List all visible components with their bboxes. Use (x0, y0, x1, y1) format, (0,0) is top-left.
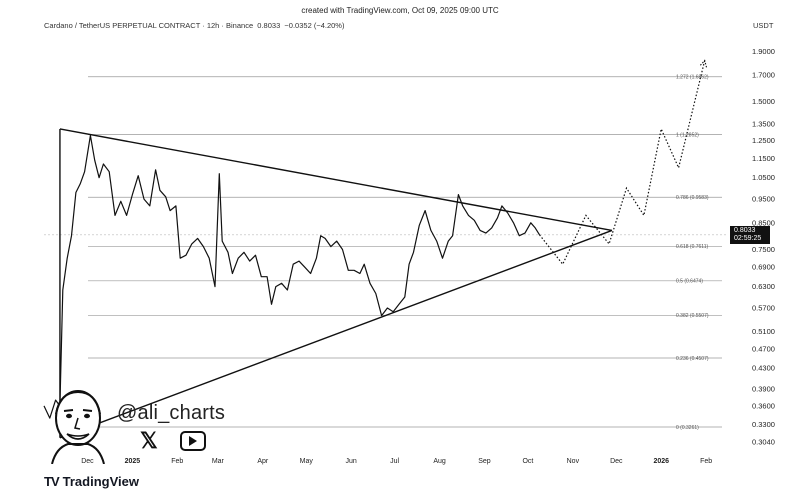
fib-label: 0.236 (0.4507) (676, 356, 709, 362)
x-tick-label: May (300, 458, 314, 465)
tradingview-wordmark: TradingView (62, 474, 139, 489)
x-tick-label: Apr (257, 458, 269, 465)
tradingview-mark-icon: TV (44, 474, 60, 489)
y-axis: 1.9000 1.7000 1.5000 1.3500 1.2500 1.1500 1.05… (752, 47, 775, 447)
x-tick-label: Dec (81, 458, 94, 465)
fib-label: 0.786 (0.9583) (676, 195, 709, 201)
projection-line (539, 60, 706, 266)
last-price: 0.8033 (257, 21, 281, 30)
x-tick-label: Aug (433, 458, 446, 465)
y-tick-label: 1.7000 (752, 71, 775, 80)
symbol-name: Cardano / TetherUS PERPETUAL CONTRACT · … (44, 21, 254, 30)
projection-arrowhead (699, 59, 708, 68)
play-icon[interactable] (179, 431, 206, 451)
y-tick-label: 0.7500 (752, 245, 775, 254)
triangle-upper-line (59, 128, 613, 232)
x-tick-label: Jun (346, 458, 357, 465)
y-tick-label: 1.5000 (752, 97, 775, 106)
y-tick-label: 1.1500 (752, 154, 775, 163)
fib-label: 0.5 (0.6474) (676, 279, 703, 285)
price-tag-value: 0.8033 (734, 227, 756, 234)
y-tick-label: 1.0500 (752, 173, 775, 182)
author-handle[interactable]: @ali_charts (117, 402, 226, 424)
fib-label: 1 (1.2852) (676, 132, 699, 138)
price-series (43, 134, 541, 419)
y-tick-label: 1.2500 (752, 136, 775, 145)
price-line (43, 134, 541, 419)
x-tick-label: Jul (390, 458, 399, 465)
triangle-pattern (59, 128, 613, 439)
price-change: −0.0352 (−4.20%) (284, 21, 345, 30)
created-caption: created with TradingView.com, Oct 09, 20… (301, 6, 499, 15)
y-tick-label: 1.9000 (752, 47, 775, 56)
fib-label: 0.618 (0.7611) (676, 244, 708, 250)
x-tick-label: Dec (610, 458, 623, 465)
y-tick-label: 0.5100 (752, 327, 775, 336)
x-tick-label: Sep (478, 458, 491, 465)
fib-label: 1.272 (1.6862) (676, 75, 709, 81)
y-tick-label: 0.6900 (752, 263, 775, 272)
avatar-icon (51, 390, 105, 464)
y-tick-label: 0.3900 (752, 384, 775, 393)
projection-path (539, 59, 708, 266)
x-tick-label: 2026 (653, 458, 669, 465)
fib-levels: 1.272 (1.6862) 1 (1.2852) 0.786 (0.9583) 0.… (44, 75, 728, 431)
y-tick-label: 0.6300 (752, 282, 775, 291)
x-icon[interactable]: 𝕏 (140, 428, 158, 453)
current-price-tag: 0.8033 02:59:25 (730, 226, 770, 244)
chart-frame (12, 2, 788, 498)
price-tag-countdown: 02:59:25 (734, 235, 762, 242)
fib-label: 0.382 (0.5507) (676, 313, 709, 319)
y-tick-label: 0.3040 (752, 437, 775, 446)
x-tick-label: Mar (212, 458, 225, 465)
y-tick-label: 0.5700 (752, 303, 775, 312)
y-tick-label: 0.3600 (752, 401, 775, 410)
y-tick-label: 1.3500 (752, 120, 775, 129)
y-tick-label: 0.9500 (752, 195, 775, 204)
y-tick-label: 0.3300 (752, 420, 775, 429)
x-tick-label: 2025 (125, 458, 141, 465)
y-tick-label: 0.8500 (752, 218, 775, 227)
tradingview-logo[interactable]: TV TradingView (44, 474, 139, 489)
currency-label: USDT (753, 21, 774, 30)
y-tick-label: 0.4700 (752, 345, 775, 354)
x-tick-label: Feb (171, 458, 183, 465)
symbol-info: Cardano / TetherUS PERPETUAL CONTRACT · … (44, 21, 344, 30)
social-links: 𝕏 (140, 430, 206, 452)
x-tick-label: Nov (567, 458, 580, 465)
fib-label: 0 (0.3261) (676, 425, 699, 431)
x-axis: Dec 2025 Feb Mar Apr May Jun Jul Aug Sep Oct Nov Dec… (81, 458, 712, 465)
x-tick-label: Feb (700, 458, 712, 465)
y-tick-label: 0.4300 (752, 364, 775, 373)
triangle-lower-line (59, 229, 613, 439)
x-tick-label: Oct (522, 458, 533, 465)
